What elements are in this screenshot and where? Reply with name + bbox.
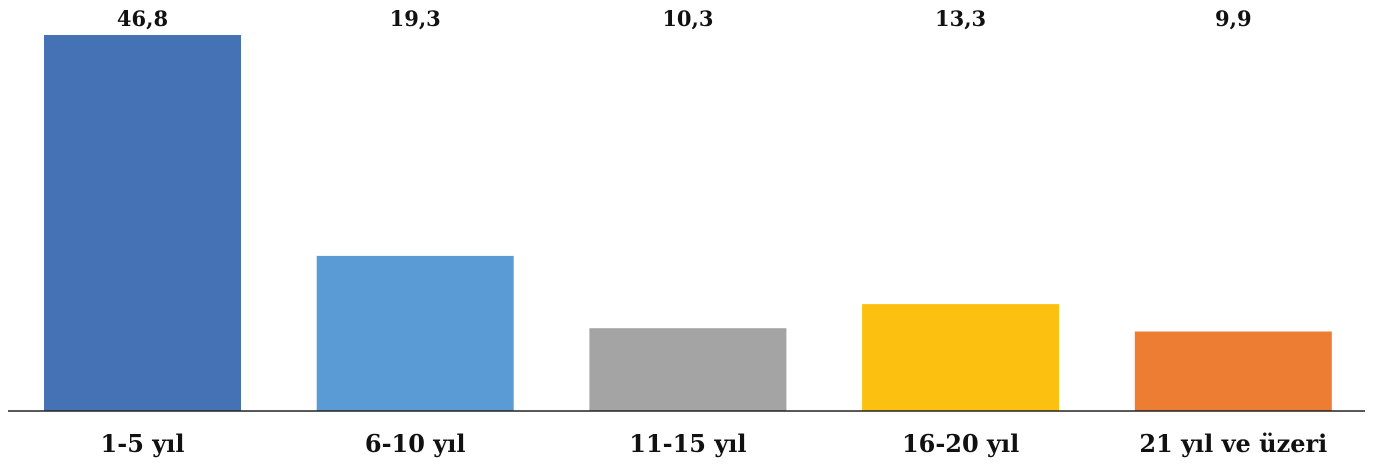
bar-4 — [862, 304, 1060, 411]
category-labels-layer: 1-5 yıl 6-10 yıl 11-15 yıl 16-20 yıl 21 yıl … — [101, 429, 1328, 458]
value-labels-layer: 46,8 19,3 10,3 13,3 9,9 — [117, 6, 1252, 31]
category-label-4: 16-20 yıl — [902, 429, 1019, 458]
category-label-1: 1-5 yıl — [101, 429, 185, 458]
bar-1 — [44, 35, 241, 411]
category-label-5: 21 yıl ve üzeri — [1139, 429, 1327, 458]
bar-2 — [316, 255, 514, 411]
value-label-2: 19,3 — [390, 6, 441, 31]
bars-layer — [44, 35, 1332, 411]
value-label-5: 9,9 — [1215, 6, 1252, 31]
value-label-3: 10,3 — [662, 6, 713, 31]
category-label-2: 6-10 yıl — [365, 429, 466, 458]
value-label-4: 13,3 — [935, 6, 986, 31]
bar-5 — [1134, 331, 1332, 411]
category-label-3: 11-15 yıl — [629, 429, 746, 458]
value-label-1: 46,8 — [117, 6, 168, 31]
bar-3 — [589, 328, 787, 411]
